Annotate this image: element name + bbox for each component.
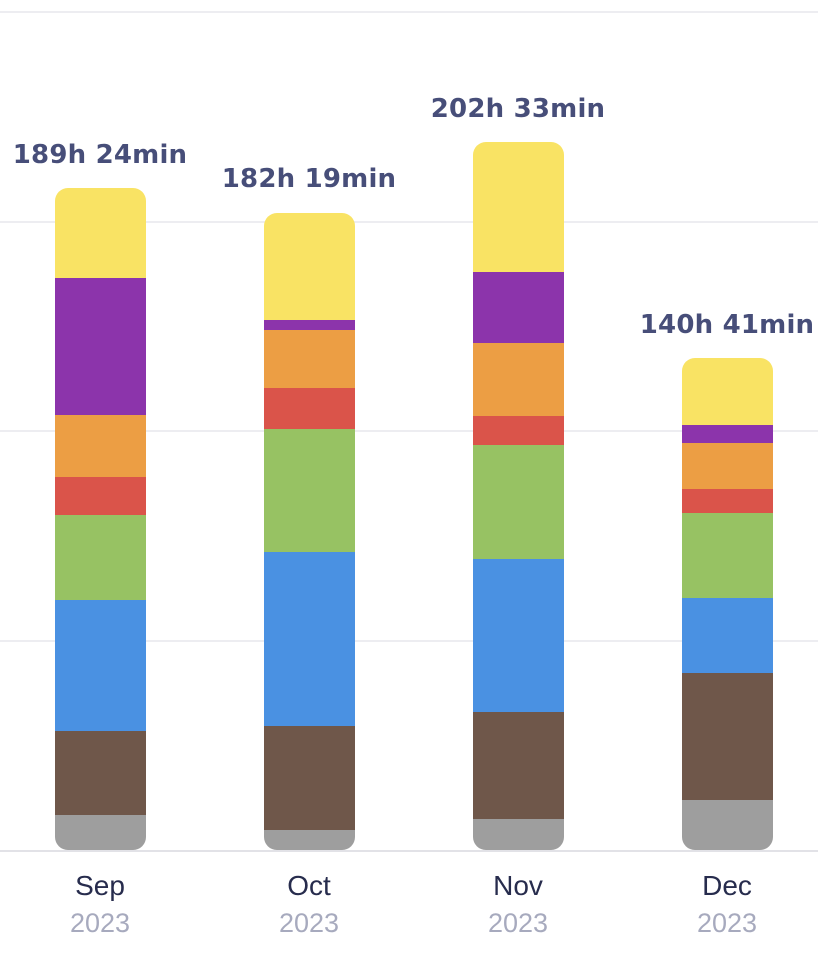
bar-total-label: 189h 24min <box>12 139 188 170</box>
axis-year-label: 2023 <box>278 908 340 939</box>
bar-segment-gray[interactable] <box>263 829 355 850</box>
axis-month-label: Nov <box>493 870 543 901</box>
bar-segment-yellow[interactable] <box>54 187 146 278</box>
axis-month-label: Oct <box>287 870 331 901</box>
bar-segment-yellow[interactable] <box>472 141 564 272</box>
bar-segment-green[interactable] <box>681 512 773 599</box>
bar-segment-brown[interactable] <box>54 730 146 816</box>
x-axis-label-dec[interactable]: Dec 2023 <box>637 870 817 939</box>
bar-sep[interactable] <box>54 187 146 850</box>
axis-year-label: 2023 <box>696 908 758 939</box>
bar-segment-green[interactable] <box>472 445 564 560</box>
axis-month-label: Dec <box>702 870 752 901</box>
bar-segment-red[interactable] <box>54 476 146 515</box>
bar-segment-orange[interactable] <box>472 342 564 417</box>
bar-nov[interactable] <box>472 141 564 850</box>
bar-total-label: 202h 33min <box>430 93 606 124</box>
bar-segment-red[interactable] <box>263 387 355 430</box>
bar-segment-orange[interactable] <box>681 442 773 490</box>
gridline-240h <box>0 10 818 13</box>
bar-segment-red[interactable] <box>472 416 564 446</box>
bar-segment-purple[interactable] <box>54 277 146 415</box>
bar-segment-brown[interactable] <box>681 673 773 800</box>
bar-total-label: 140h 41min <box>639 309 815 340</box>
bar-dec[interactable] <box>681 358 773 850</box>
bar-segment-yellow[interactable] <box>681 358 773 426</box>
bar-segment-green[interactable] <box>54 515 146 600</box>
bar-segment-purple[interactable] <box>681 425 773 443</box>
axis-year-label: 2023 <box>69 908 131 939</box>
bar-segment-purple[interactable] <box>472 271 564 343</box>
bar-segment-purple[interactable] <box>263 319 355 331</box>
x-axis-line <box>0 850 818 852</box>
bar-segment-gray[interactable] <box>681 799 773 850</box>
bar-segment-blue[interactable] <box>472 559 564 713</box>
bar-segment-blue[interactable] <box>681 598 773 674</box>
x-axis-label-oct[interactable]: Oct 2023 <box>219 870 399 939</box>
x-axis-label-sep[interactable]: Sep 2023 <box>10 870 190 939</box>
bar-segment-brown[interactable] <box>263 726 355 830</box>
bar-segment-green[interactable] <box>263 429 355 552</box>
bar-segment-blue[interactable] <box>263 551 355 727</box>
axis-month-label: Sep <box>75 870 125 901</box>
bar-segment-brown[interactable] <box>472 712 564 819</box>
gridline-120h <box>0 430 818 433</box>
bar-segment-orange[interactable] <box>54 414 146 477</box>
bar-segment-red[interactable] <box>681 489 773 513</box>
bar-segment-yellow[interactable] <box>263 212 355 320</box>
bar-segment-gray[interactable] <box>54 815 146 850</box>
x-axis-label-nov[interactable]: Nov 2023 <box>428 870 608 939</box>
bar-segment-blue[interactable] <box>54 599 146 731</box>
axis-year-label: 2023 <box>487 908 549 939</box>
bar-segment-orange[interactable] <box>263 330 355 388</box>
bar-segment-gray[interactable] <box>472 818 564 850</box>
gridline-180h <box>0 220 818 223</box>
gridline-60h <box>0 640 818 643</box>
bar-total-label: 182h 19min <box>221 164 397 195</box>
bar-oct[interactable] <box>263 212 355 850</box>
